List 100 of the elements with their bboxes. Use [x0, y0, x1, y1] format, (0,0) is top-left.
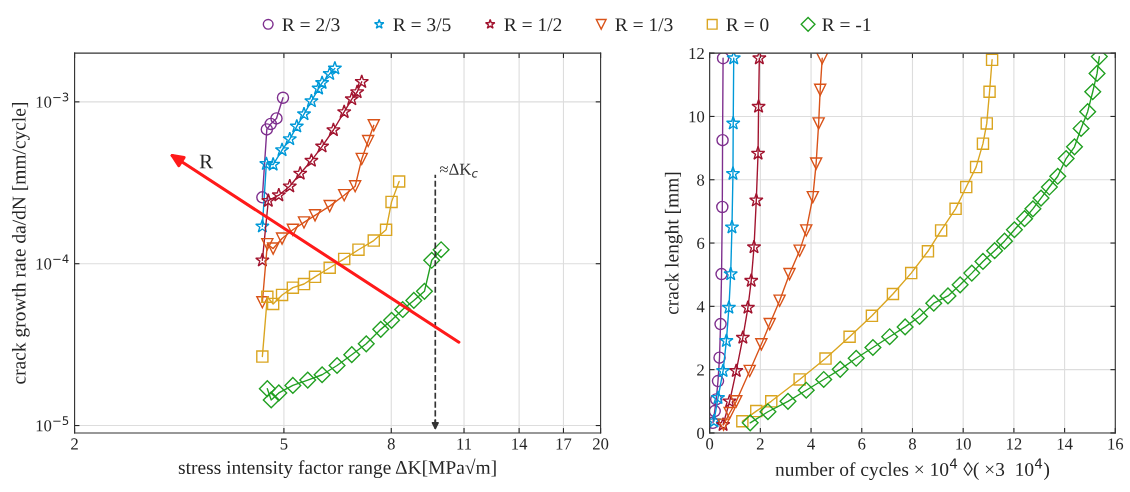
point	[755, 338, 768, 351]
ref-line-label: ≈ΔK$_{c}$	[439, 163, 478, 178]
point	[959, 180, 973, 194]
x-tick-label: 8	[908, 438, 917, 450]
point	[985, 53, 999, 67]
point	[815, 53, 829, 65]
x-tick-label: 14	[1057, 438, 1073, 450]
point	[831, 360, 849, 378]
point	[806, 190, 820, 204]
point	[743, 364, 756, 378]
point	[724, 219, 740, 234]
legend-label: R = 3/5	[393, 18, 451, 32]
point	[765, 395, 778, 408]
point	[716, 200, 729, 214]
point	[1065, 138, 1084, 156]
point	[725, 115, 741, 130]
point	[750, 404, 763, 418]
point	[1088, 64, 1106, 82]
point	[746, 239, 762, 254]
point	[723, 266, 738, 281]
point	[721, 299, 737, 314]
point	[728, 363, 744, 378]
y-tick-label: 10$^{−4}$	[36, 254, 69, 270]
point	[995, 232, 1014, 250]
point	[983, 85, 996, 99]
point	[896, 318, 914, 336]
point	[911, 307, 929, 326]
y-tick-label: 10$^{−5}$	[36, 416, 69, 432]
point	[809, 157, 823, 170]
x-tick-label: 2	[756, 438, 764, 450]
point	[799, 224, 813, 237]
y-tick-label: 4	[696, 301, 705, 313]
x-tick-label: 2	[71, 438, 78, 450]
point	[986, 242, 1004, 260]
point	[1072, 119, 1090, 138]
point	[1040, 178, 1058, 196]
point	[759, 403, 777, 421]
x-tick-label: 20	[592, 438, 609, 450]
point	[713, 351, 726, 364]
y-tick-label: 0	[697, 427, 705, 439]
point	[779, 392, 797, 410]
point	[793, 244, 806, 257]
point	[763, 317, 776, 331]
point	[864, 338, 882, 357]
point	[711, 374, 725, 388]
point	[886, 287, 900, 301]
point	[730, 395, 743, 408]
point	[752, 53, 767, 65]
point	[815, 370, 833, 389]
y-tick-label: 12	[689, 47, 704, 59]
point	[719, 333, 734, 348]
point	[743, 273, 759, 288]
legend-label: R = 1/2	[504, 18, 562, 32]
point	[949, 202, 962, 216]
x-tick-label: 8	[387, 438, 395, 450]
x-tick-label: 0	[706, 438, 714, 450]
point	[925, 294, 943, 312]
point	[716, 133, 729, 147]
point	[1032, 189, 1050, 207]
point	[773, 294, 786, 307]
point	[951, 276, 969, 294]
point	[714, 317, 727, 331]
x-axis-title: stress intensity factor range ΔK[MPa√m]	[178, 458, 496, 479]
point	[726, 53, 742, 65]
point	[976, 137, 990, 150]
point	[1084, 83, 1102, 101]
point	[963, 264, 981, 282]
point	[812, 117, 825, 130]
y-axis-title: crack lenght [mm]	[664, 172, 683, 315]
point	[934, 224, 948, 237]
point	[843, 330, 856, 343]
point	[723, 406, 736, 420]
x-tick-label: 12	[1007, 438, 1022, 450]
legend-label: R = 1/3	[615, 18, 673, 32]
y-tick-label: 10$^{−3}$	[36, 92, 69, 108]
point	[980, 117, 994, 130]
point	[736, 414, 749, 428]
point	[1015, 210, 1034, 228]
point	[969, 160, 983, 174]
point	[904, 266, 918, 280]
point	[1049, 167, 1067, 185]
legend-label: R = -1	[822, 18, 871, 32]
point	[735, 330, 751, 345]
point	[709, 404, 721, 418]
y-axis-title: crack growth rate da/dN [mm/cycle]	[11, 103, 30, 384]
y-tick-label: 10	[689, 111, 705, 123]
point	[716, 53, 730, 65]
y-tick-label: 6	[697, 237, 705, 249]
x-tick-label: 6	[858, 438, 866, 450]
legend-label: R = 0	[726, 18, 769, 32]
point	[741, 414, 759, 432]
point	[797, 381, 815, 399]
point	[715, 267, 728, 281]
x-tick-label: 17	[556, 438, 572, 450]
point	[865, 309, 879, 323]
point	[715, 363, 731, 378]
x-tick-label: 11	[457, 438, 472, 450]
y-tick-label: 8	[697, 174, 705, 186]
point	[974, 252, 992, 270]
point	[783, 267, 796, 281]
